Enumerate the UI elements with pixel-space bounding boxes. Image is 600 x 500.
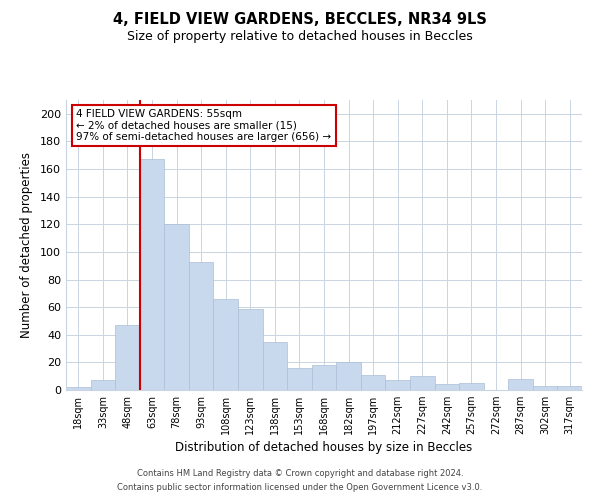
- Bar: [189, 262, 214, 390]
- Bar: [361, 375, 385, 390]
- Bar: [336, 362, 361, 390]
- X-axis label: Distribution of detached houses by size in Beccles: Distribution of detached houses by size …: [175, 442, 473, 454]
- Bar: [263, 342, 287, 390]
- Text: Contains HM Land Registry data © Crown copyright and database right 2024.: Contains HM Land Registry data © Crown c…: [137, 468, 463, 477]
- Bar: [459, 383, 484, 390]
- Bar: [164, 224, 189, 390]
- Bar: [557, 386, 582, 390]
- Bar: [115, 325, 140, 390]
- Bar: [434, 384, 459, 390]
- Bar: [66, 387, 91, 390]
- Text: Size of property relative to detached houses in Beccles: Size of property relative to detached ho…: [127, 30, 473, 43]
- Bar: [385, 380, 410, 390]
- Bar: [91, 380, 115, 390]
- Y-axis label: Number of detached properties: Number of detached properties: [20, 152, 33, 338]
- Bar: [214, 299, 238, 390]
- Bar: [287, 368, 312, 390]
- Text: Contains public sector information licensed under the Open Government Licence v3: Contains public sector information licen…: [118, 484, 482, 492]
- Bar: [312, 365, 336, 390]
- Bar: [533, 386, 557, 390]
- Bar: [140, 160, 164, 390]
- Bar: [508, 379, 533, 390]
- Bar: [238, 308, 263, 390]
- Text: 4 FIELD VIEW GARDENS: 55sqm
← 2% of detached houses are smaller (15)
97% of semi: 4 FIELD VIEW GARDENS: 55sqm ← 2% of deta…: [76, 108, 331, 142]
- Bar: [410, 376, 434, 390]
- Text: 4, FIELD VIEW GARDENS, BECCLES, NR34 9LS: 4, FIELD VIEW GARDENS, BECCLES, NR34 9LS: [113, 12, 487, 28]
